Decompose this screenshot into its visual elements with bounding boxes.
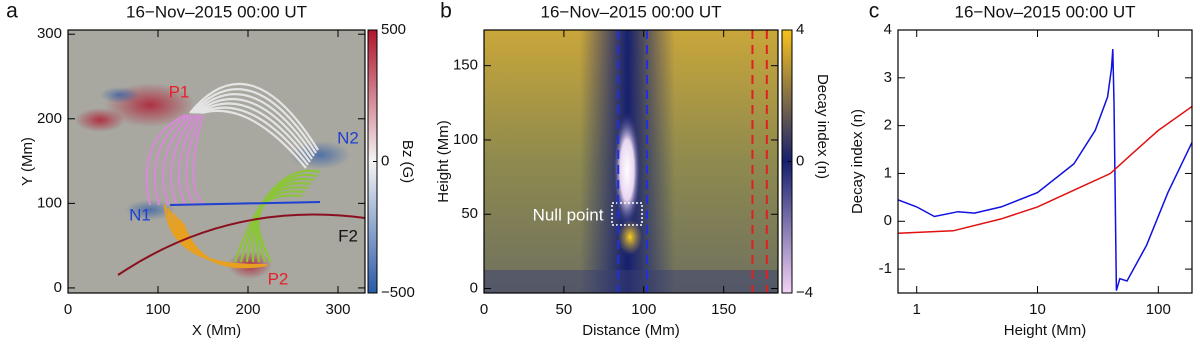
x-tick-label: 100 [1146,301,1171,318]
loop [177,114,198,206]
x-tick-label: 0 [480,301,488,318]
y-tick-label: 200 [37,110,62,127]
colorbar-tick-label: 0 [381,152,389,169]
loop [181,222,268,269]
loop [153,114,189,206]
colorbar-tick-label: −500 [381,284,415,301]
x-tick-label: 1 [913,301,921,318]
panel-label: a [6,0,18,23]
x-tick-label: 100 [631,301,656,318]
chart-title: 16−Nov–2015 00:00 UT [955,2,1136,21]
loop [185,114,202,206]
loop [145,114,186,206]
line [898,105,1192,234]
colorbar-tick-label: 500 [381,21,406,38]
y-tick-label: 1 [884,164,892,181]
y-tick-label: 0 [470,280,478,297]
plot-frame [483,29,779,294]
annotation: N1 [129,205,151,224]
chart-title: 16−Nov–2015 00:00 UT [126,2,307,21]
y-axis-label: Decay index (n) [849,109,866,214]
loop [161,114,192,206]
x-tick-label: 200 [235,301,260,318]
x-tick-label: 10 [1029,301,1046,318]
loop [201,109,307,169]
loop [169,114,195,206]
y-tick-label: 3 [884,69,892,86]
loop [197,102,311,163]
x-tick-label: 0 [64,301,72,318]
x-tick-label: 50 [556,301,573,318]
plot-frame [67,29,366,294]
annotation: F2 [338,226,358,245]
y-tick-label: 2 [884,117,892,134]
colorbar-label: Bz (G) [399,140,416,183]
panel-label: b [440,0,452,23]
decay-index-map [484,30,778,293]
y-tick-label: 100 [37,194,62,211]
y-tick-label: 50 [461,205,478,222]
y-tick-label: 4 [884,21,892,38]
loop [195,97,313,160]
loop [191,88,317,154]
x-axis-label: Distance (Mm) [582,322,680,339]
y-axis-label: Y (Mm) [19,137,36,186]
x-axis-label: Height (Mm) [1004,322,1087,339]
x-tick-label: 300 [325,301,350,318]
colorbar-tick-label: 0 [796,152,804,169]
colorbar-tick-label: 4 [796,21,804,38]
loop [199,106,309,166]
x-tick-label: 100 [145,301,170,318]
y-tick-label: 100 [453,131,478,148]
magnetogram [68,30,365,293]
loop [193,93,315,157]
line [898,49,1192,291]
y-tick-label: -1 [879,260,892,277]
x-axis-label: X (Mm) [192,322,241,339]
loop [192,114,205,206]
annotation: N2 [337,128,359,147]
plot-area [898,49,1192,291]
loop [189,82,319,151]
annotation: P2 [268,269,289,288]
x-tick-label: 150 [711,301,736,318]
loop [256,194,303,263]
y-tick-label: 150 [453,57,478,74]
y-tick-label: 0 [884,212,892,229]
y-tick-label: 0 [54,279,62,296]
annotation: P1 [169,82,190,101]
y-tick-label: 300 [37,25,62,42]
plot-frame [897,29,1193,294]
panel-label: c [869,0,880,23]
y-axis-label: Height (Mm) [435,120,452,203]
annotation: Null point [533,205,604,224]
colorbar-label: Decay index (n) [814,74,831,179]
colorbar-tick-label: −4 [796,284,813,301]
chart-title: 16−Nov–2015 00:00 UT [541,2,722,21]
